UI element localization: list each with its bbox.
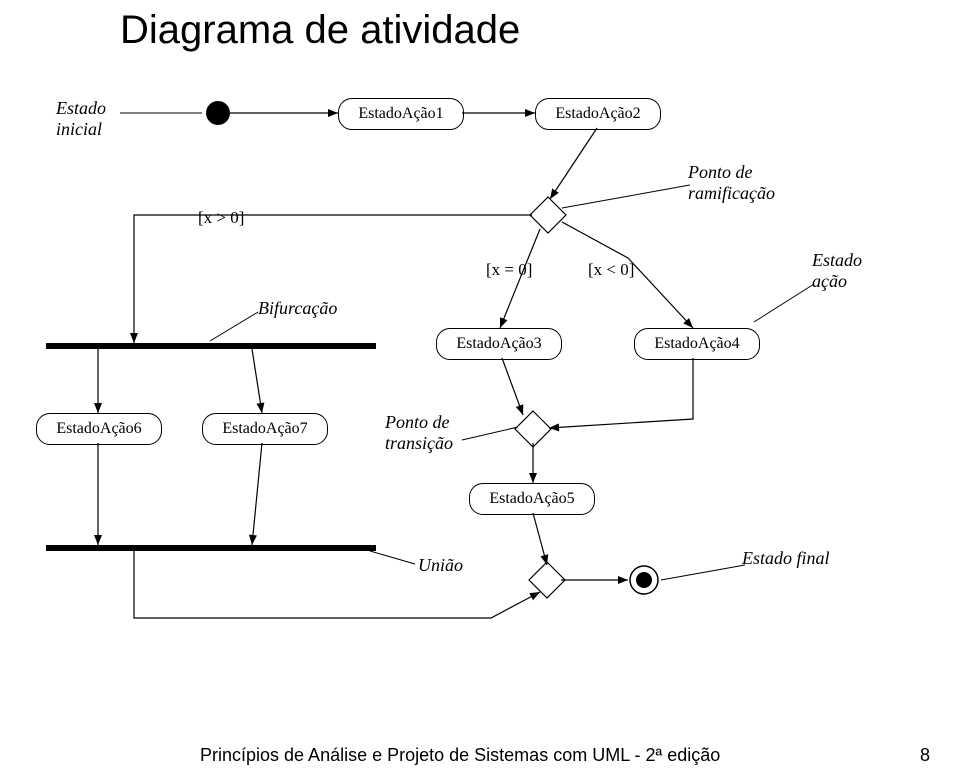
diagram-svg [0,0,960,774]
